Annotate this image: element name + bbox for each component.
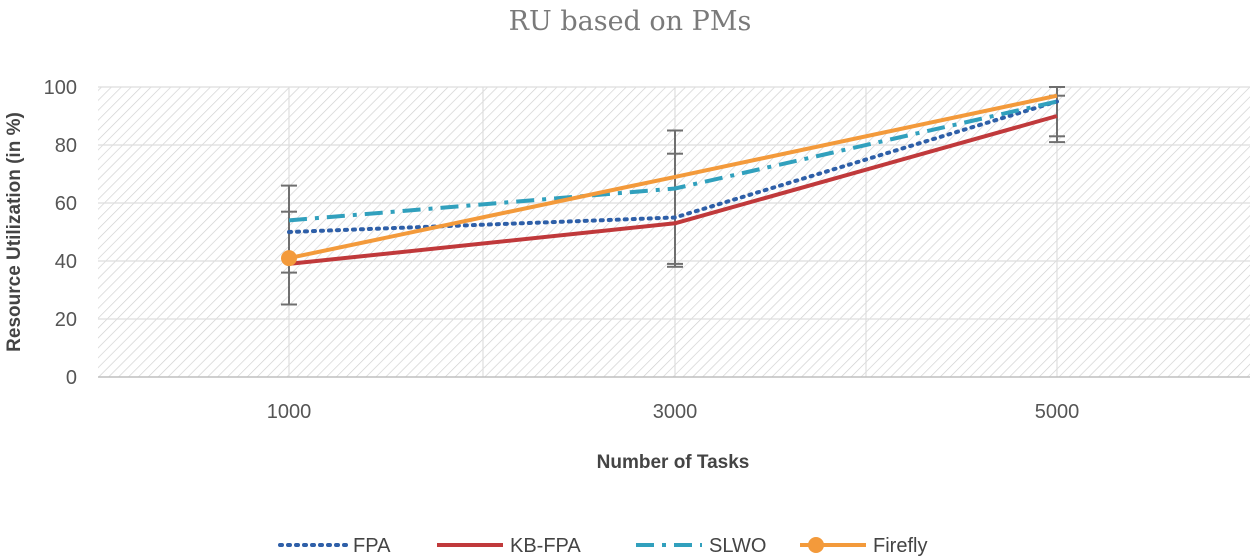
legend-label-kb-fpa: KB-FPA (510, 535, 581, 557)
legend-label-firefly: Firefly (873, 535, 927, 557)
y-tick-label: 100 (44, 77, 77, 99)
y-axis-ticks: 0 20 40 60 80 100 (44, 77, 77, 389)
x-tick-label: 3000 (653, 401, 698, 423)
y-axis-title: Resource Utilization (in %) (4, 112, 25, 352)
x-axis-title: Number of Tasks (597, 452, 750, 473)
series-line-slwo (288, 99, 1058, 223)
legend-label-slwo: SLWO (709, 535, 766, 557)
legend-label-fpa: FPA (353, 535, 391, 557)
x-tick-label: 1000 (267, 401, 312, 423)
series-line-fpa (287, 99, 1059, 234)
series-line-kb-fpa (288, 114, 1058, 266)
y-tick-label: 60 (55, 193, 77, 215)
y-tick-label: 40 (55, 251, 77, 273)
series-marker-firefly (281, 250, 297, 267)
chart-title: RU based on PMs (509, 6, 752, 37)
legend: FPA KB-FPA SLWO Firefly (278, 535, 927, 557)
y-tick-label: 20 (55, 309, 77, 331)
series-lines (281, 93, 1059, 267)
y-tick-label: 80 (55, 135, 77, 157)
series-line-firefly (288, 93, 1058, 261)
x-axis-ticks: 1000 3000 5000 (267, 401, 1080, 423)
y-tick-label: 0 (66, 367, 77, 389)
legend-marker-firefly (808, 537, 824, 553)
x-tick-label: 5000 (1035, 401, 1080, 423)
